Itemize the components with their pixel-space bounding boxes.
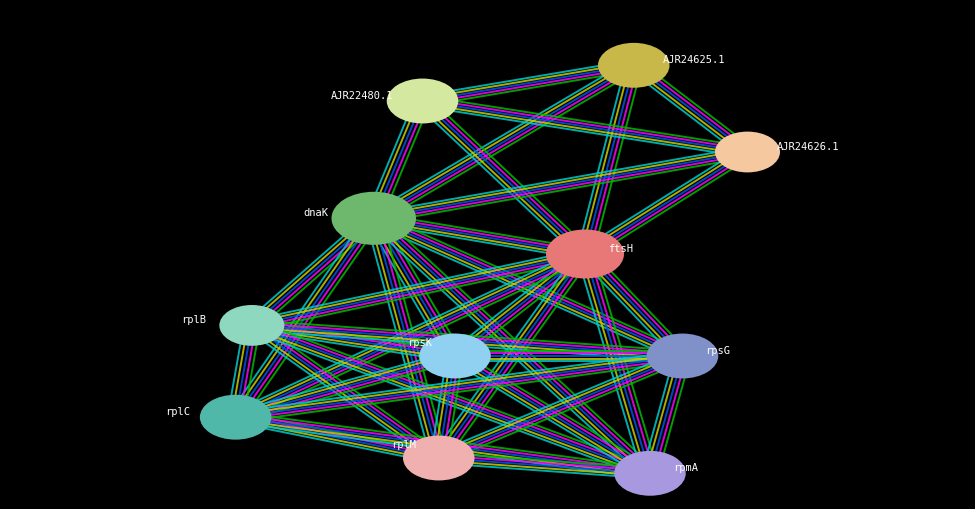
Circle shape bbox=[646, 334, 719, 379]
Text: AJR24625.1: AJR24625.1 bbox=[663, 55, 725, 65]
Text: rpsK: rpsK bbox=[408, 337, 432, 347]
Circle shape bbox=[332, 192, 416, 245]
Text: ftsH: ftsH bbox=[607, 243, 633, 253]
Circle shape bbox=[387, 79, 458, 124]
Text: rplC: rplC bbox=[165, 406, 190, 416]
Text: rplM: rplM bbox=[391, 439, 416, 449]
Text: rpmA: rpmA bbox=[673, 462, 698, 472]
Text: AJR24626.1: AJR24626.1 bbox=[777, 142, 839, 152]
Circle shape bbox=[598, 44, 670, 89]
Circle shape bbox=[419, 334, 490, 379]
Text: rpsG: rpsG bbox=[705, 345, 730, 355]
Circle shape bbox=[403, 436, 475, 480]
Text: dnaK: dnaK bbox=[303, 208, 329, 218]
Circle shape bbox=[546, 230, 624, 279]
Circle shape bbox=[200, 395, 271, 440]
Text: rplB: rplB bbox=[181, 315, 207, 325]
Circle shape bbox=[614, 451, 685, 496]
Text: AJR22480.1: AJR22480.1 bbox=[331, 91, 393, 101]
Circle shape bbox=[219, 305, 285, 346]
Circle shape bbox=[715, 132, 780, 173]
